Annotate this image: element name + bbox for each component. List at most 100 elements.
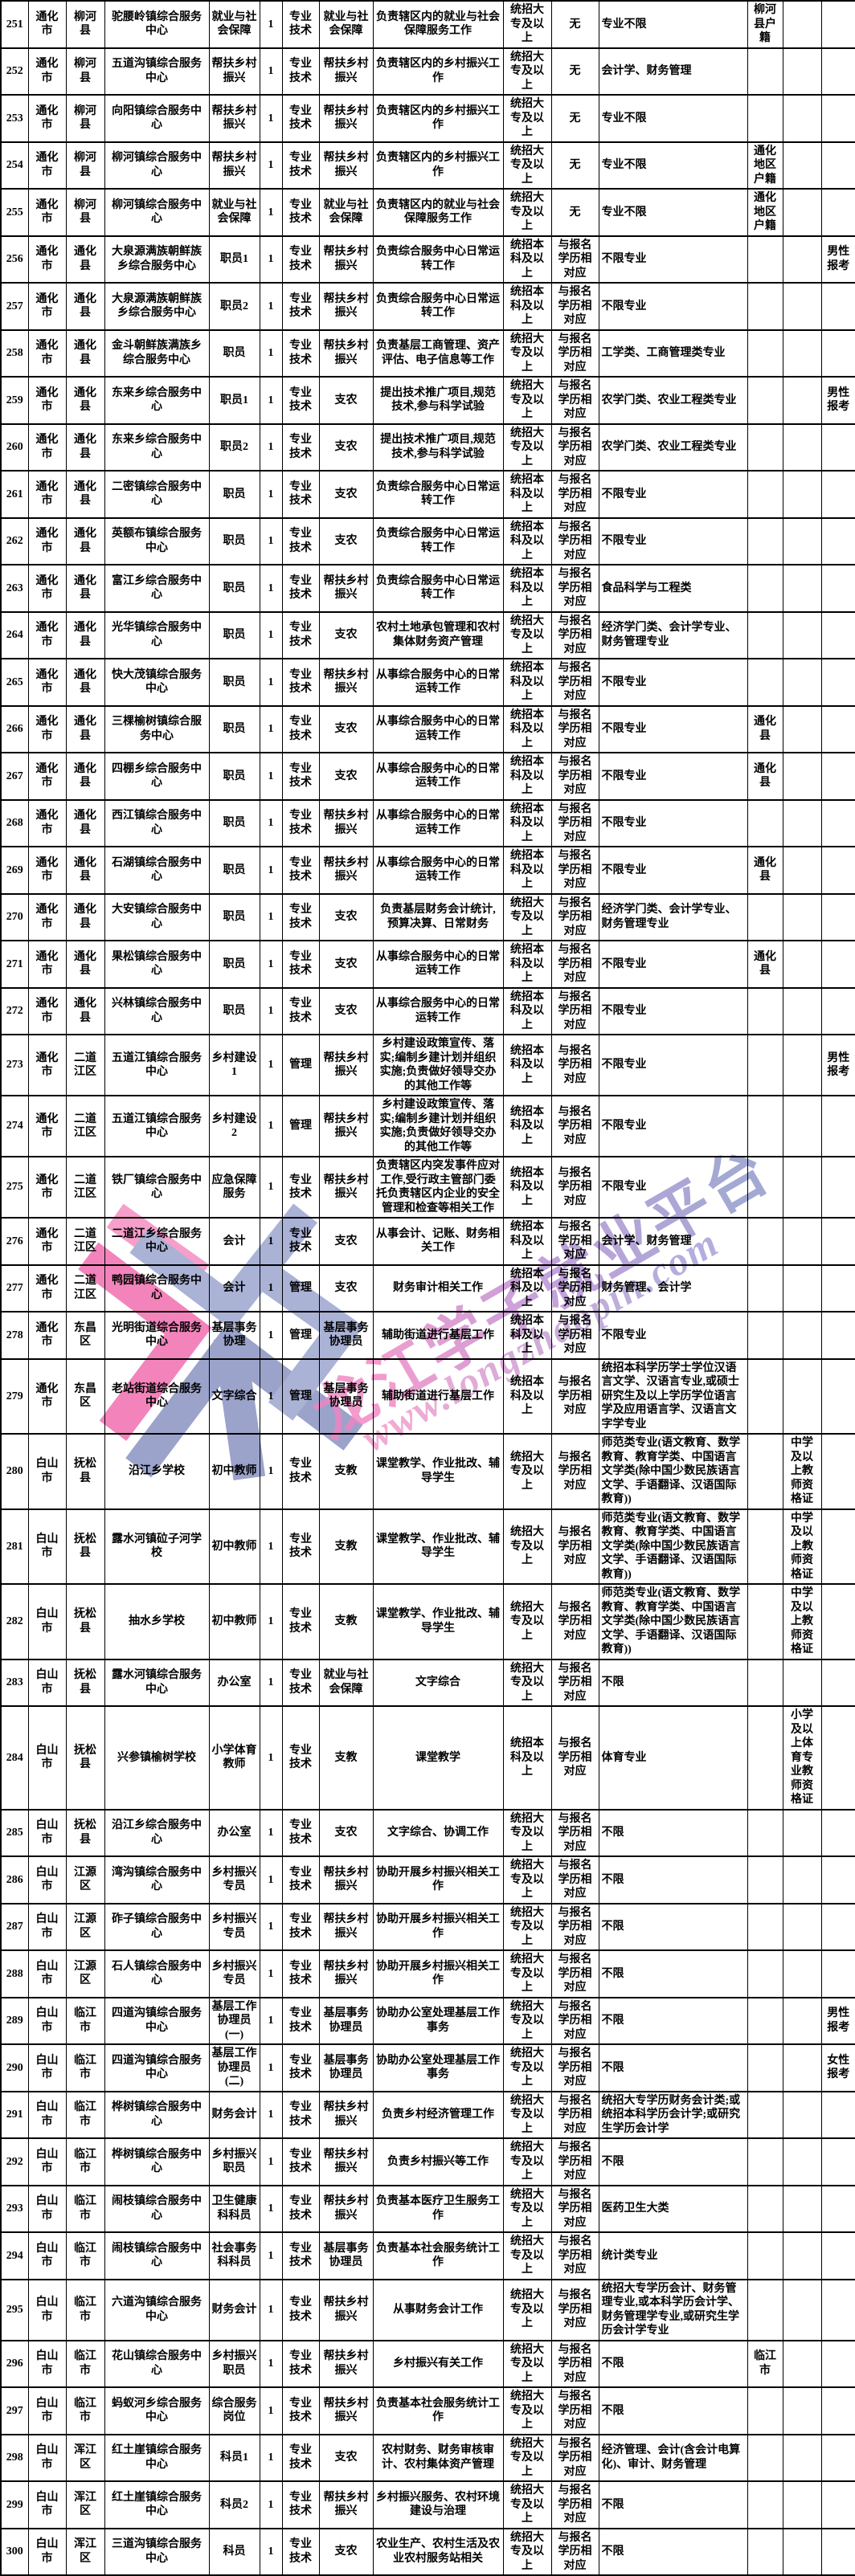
cell-major: 会计学、财务管理: [598, 1217, 748, 1266]
cell-degree: 与报名学历相对应: [550, 329, 599, 378]
cell-city: 通化市: [27, 1217, 67, 1266]
table-row: 265 通化市 通化县 快大茂镇综合服务中心 职员 1 专业技术 帮扶乡村振兴 从事综合服务中心…: [0, 658, 855, 707]
cell-county: 东昌区: [65, 1311, 105, 1360]
cell-education: 统招大专及以上: [502, 1433, 552, 1510]
cell-note: [820, 1949, 855, 1998]
cell-unit: 抽水乡学校: [104, 1583, 210, 1660]
cell-count: 1: [259, 470, 283, 519]
cell-no: 253: [0, 94, 29, 143]
cell-category: 专业技术: [281, 1156, 320, 1219]
cell-position: 帮扶乡村振兴: [208, 94, 260, 143]
cell-count: 1: [259, 704, 283, 753]
cell-major: 不限: [598, 2480, 748, 2529]
cell-hukou: 通化县: [747, 940, 783, 989]
cell-nature: 就业与社会保障: [318, 1658, 374, 1707]
cell-duty: 负责基本社会服务统计工作: [372, 2386, 504, 2435]
cell-note: [820, 1705, 855, 1811]
cell-position: 初中教师: [208, 1433, 260, 1510]
cell-county: 江源区: [65, 1855, 105, 1904]
cell-no: 280: [0, 1433, 29, 1510]
cell-nature: 帮扶乡村振兴: [318, 47, 374, 96]
cell-count: 1: [259, 2231, 283, 2280]
cell-count: 1: [259, 1902, 283, 1951]
cell-cert: [782, 2480, 822, 2529]
cell-note: [820, 329, 855, 378]
table-row: 283 白山市 抚松县 露水河镇综合服务中心 办公室 1 专业技术 就业与社会保障 文字综合 统招…: [0, 1658, 855, 1707]
cell-note: [820, 2527, 855, 2576]
cell-hukou: [747, 2184, 783, 2233]
cell-education: 统招大专及以上: [502, 2386, 552, 2435]
cell-note: [820, 2090, 855, 2139]
table-row: 272 通化市 通化县 兴林镇综合服务中心 职员 1 专业技术 支农 从事综合服务中心的日常运转…: [0, 986, 855, 1035]
cell-duty: 从事会计、记账、财务相关工作: [372, 1217, 504, 1266]
cell-nature: 帮扶乡村振兴: [318, 564, 374, 613]
cell-count: 1: [259, 2433, 283, 2482]
cell-education: 统招本科及以上: [502, 1095, 552, 1157]
cell-city: 白山市: [27, 1658, 67, 1707]
cell-county: 通化县: [65, 986, 105, 1035]
cell-city: 白山市: [27, 1705, 67, 1811]
cell-duty: 负责基层工商管理、资产评估、电子信息等工作: [372, 329, 504, 378]
cell-position: 职员: [208, 704, 260, 753]
cell-count: 1: [259, 1583, 283, 1660]
cell-county: 抚松县: [65, 1808, 105, 1857]
cell-city: 通化市: [27, 376, 67, 425]
cell-major: 统招大专学历财务会计类;或统招本科学历会计学;或研究生学历会计学: [598, 2090, 748, 2139]
cell-no: 265: [0, 658, 29, 707]
cell-duty: 辅助街道进行基层工作: [372, 1311, 504, 1360]
cell-count: 1: [259, 2278, 283, 2341]
cell-position: 会计: [208, 1264, 260, 1312]
cell-education: 统招本科及以上: [502, 846, 552, 895]
cell-duty: 乡村振兴有关工作: [372, 2339, 504, 2388]
cell-city: 通化市: [27, 47, 67, 96]
cell-cert: [782, 2137, 822, 2186]
cell-position: 职员: [208, 940, 260, 989]
cell-cert: [782, 516, 822, 565]
cell-no: 270: [0, 892, 29, 941]
cell-education: 统招大专及以上: [502, 2527, 552, 2576]
cell-nature: 支农: [318, 1264, 374, 1312]
cell-education: 统招大专及以上: [502, 2231, 552, 2280]
cell-unit: 柳河镇综合服务中心: [104, 141, 210, 190]
cell-note: [820, 2433, 855, 2482]
cell-no: 297: [0, 2386, 29, 2435]
cell-major: 统招大专学历会计、财务管理专业,或本科学历会计学、财务管理学专业,或研究生学历会…: [598, 2278, 748, 2341]
cell-duty: 课堂教学、作业批改、辅导学生: [372, 1433, 504, 1510]
cell-unit: 四道沟镇综合服务中心: [104, 2043, 210, 2092]
cell-count: 1: [259, 2137, 283, 2186]
cell-position: 科员1: [208, 2433, 260, 2482]
cell-no: 275: [0, 1156, 29, 1219]
cell-city: 通化市: [27, 986, 67, 1035]
cell-cert: [782, 2433, 822, 2482]
cell-note: [820, 1902, 855, 1951]
cell-duty: 提出技术推广项目,规范技术,参与科学试验: [372, 423, 504, 472]
cell-note: [820, 2339, 855, 2388]
cell-hukou: [747, 235, 783, 284]
cell-major: 不限专业: [598, 1095, 748, 1157]
cell-category: 专业技术: [281, 516, 320, 565]
cell-hukou: 临江市: [747, 2339, 783, 2388]
cell-duty: 课堂教学、作业批改、辅导学生: [372, 1583, 504, 1660]
cell-position: 乡村振兴职员: [208, 2339, 260, 2388]
table-row: 269 通化市 通化县 石湖镇综合服务中心 职员 1 专业技术 帮扶乡村振兴 从事综合服务中心的…: [0, 846, 855, 895]
table-row: 257 通化市 通化县 大泉源满族朝鲜族乡综合服务中心 职员2 1 专业技术 帮扶乡村振兴 负责…: [0, 282, 855, 331]
cell-hukou: [747, 610, 783, 659]
cell-county: 临江市: [65, 2184, 105, 2233]
cell-unit: 向阳镇综合服务中心: [104, 94, 210, 143]
cell-degree: 与报名学历相对应: [550, 846, 599, 895]
cell-nature: 支教: [318, 1705, 374, 1811]
cell-major: 经济管理、会计(含会计电算化)、审计、财务管理: [598, 2433, 748, 2482]
cell-cert: [782, 0, 822, 49]
cell-city: 通化市: [27, 423, 67, 472]
cell-cert: [782, 1902, 822, 1951]
cell-unit: 四道沟镇综合服务中心: [104, 1996, 210, 2045]
cell-no: 294: [0, 2231, 29, 2280]
cell-unit: 石湖镇综合服务中心: [104, 846, 210, 895]
cell-position: 乡村振兴职员: [208, 2137, 260, 2186]
cell-hukou: [747, 658, 783, 707]
cell-note: [820, 1808, 855, 1857]
cell-education: 统招大专及以上: [502, 1996, 552, 2045]
cell-city: 白山市: [27, 1508, 67, 1585]
cell-note: [820, 470, 855, 519]
cell-position: 职员: [208, 892, 260, 941]
